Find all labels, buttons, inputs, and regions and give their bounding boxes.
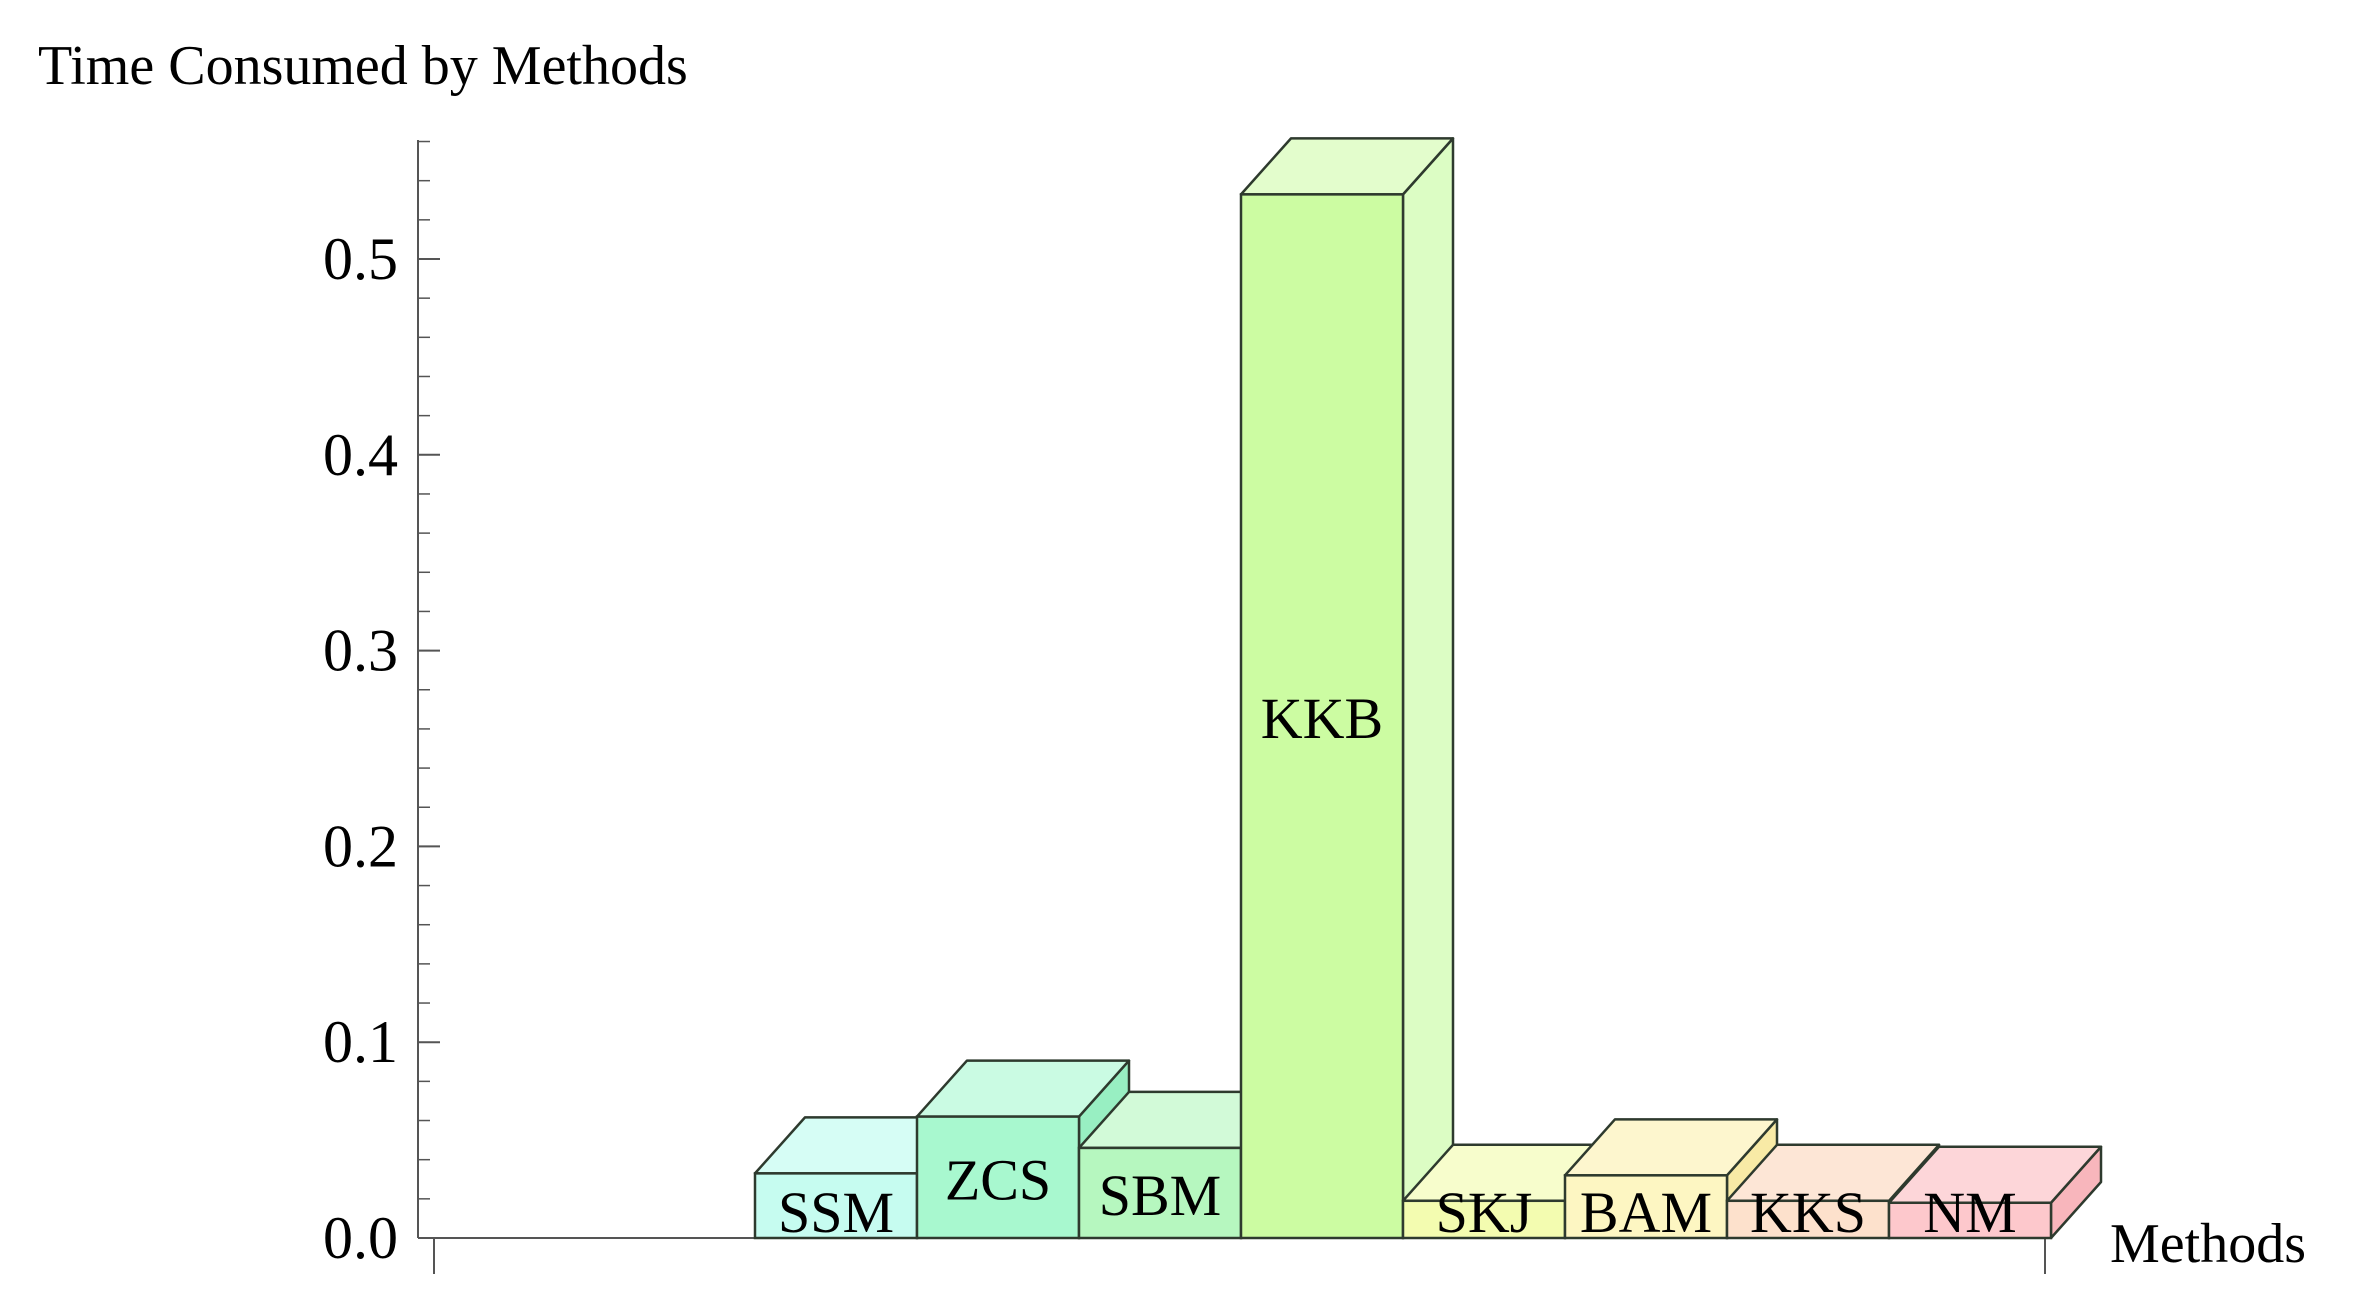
bar-label-kkb: KKB (1261, 686, 1383, 751)
bar-front-face (1077, 1146, 1243, 1240)
y-axis-title: Time Consumed by Methods (38, 35, 688, 97)
bar-front-face (915, 1115, 1081, 1240)
y-tick-label: 0.0 (323, 1205, 398, 1271)
bar-label-skj: SKJ (1436, 1180, 1533, 1245)
bar-front-face (1563, 1174, 1729, 1240)
y-tick-label: 0.4 (323, 422, 398, 488)
bar-nm (1887, 1145, 2103, 1240)
bar-sbm (1077, 1090, 1293, 1240)
bar-label-ssm: SSM (778, 1180, 894, 1245)
y-tick-label: 0.5 (323, 226, 398, 292)
bar-front-face (1401, 1199, 1567, 1240)
y-tick-label: 0.2 (323, 813, 398, 879)
axes: 0.0 0.1 0.2 0.3 0.4 0.5 (323, 140, 2046, 1274)
bar-front-face (1239, 193, 1405, 1240)
bar-kkb (1239, 137, 1455, 1240)
y-tick-label: 0.1 (323, 1009, 398, 1075)
bar-label-kks: KKS (1750, 1180, 1866, 1245)
bar-front-face (1725, 1199, 1891, 1240)
bar-label-bam: BAM (1580, 1180, 1712, 1245)
bar-front-face (1887, 1201, 2053, 1240)
bars (753, 137, 2103, 1240)
bar-front-face (753, 1172, 919, 1240)
bar-label-zcs: ZCS (945, 1147, 1051, 1212)
y-tick-label: 0.3 (323, 618, 398, 684)
bar-side-face (1401, 137, 1455, 1240)
bar-labels: SSM ZCS SBM KKB SKJ BAM KKS NM (778, 686, 2017, 1245)
bar-label-nm: NM (1923, 1180, 2016, 1245)
x-axis-title: Methods (2110, 1213, 2306, 1275)
bar-label-sbm: SBM (1099, 1163, 1222, 1228)
